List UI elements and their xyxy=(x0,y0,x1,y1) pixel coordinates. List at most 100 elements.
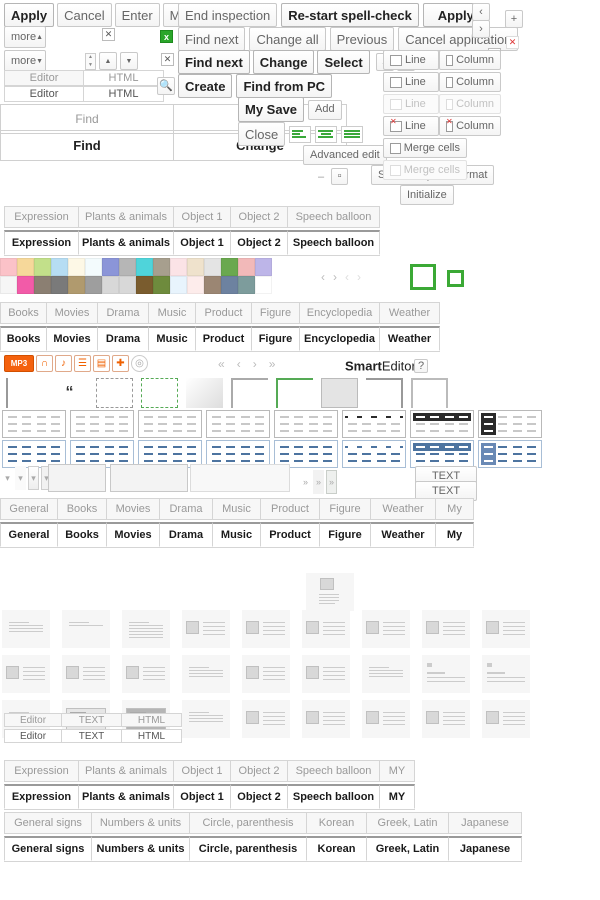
scroll-down-icon-1[interactable]: ▾ xyxy=(5,472,10,483)
layout-template-thumb[interactable] xyxy=(362,700,410,738)
swatch[interactable] xyxy=(221,276,238,294)
note-icon[interactable]: ♪ xyxy=(55,355,72,372)
find-next-button-bold[interactable]: Find next xyxy=(178,50,250,74)
table-style-thumb[interactable] xyxy=(2,440,66,468)
find-tab-inactive[interactable]: Find xyxy=(75,112,99,126)
delete-icon[interactable]: ✕ xyxy=(506,36,519,49)
tab-object-1[interactable]: Object 1 xyxy=(174,206,231,228)
table-style-thumb[interactable] xyxy=(206,440,270,468)
tab-drama-2[interactable]: Drama xyxy=(160,498,213,520)
tab-editor-active[interactable]: Editor xyxy=(4,86,84,102)
headphone-icon[interactable]: ∩ xyxy=(36,355,53,372)
tab-plants-animals[interactable]: Plants & animals xyxy=(79,206,174,228)
preview-pane-1[interactable] xyxy=(48,464,106,492)
layout-template-thumb[interactable] xyxy=(122,655,170,693)
swatch[interactable] xyxy=(136,258,153,276)
tab-my-2[interactable]: MY xyxy=(380,760,415,782)
my-save-button[interactable]: My Save xyxy=(238,97,305,122)
tab-numbers-units[interactable]: Numbers & units xyxy=(92,812,190,834)
frame-corner-green[interactable] xyxy=(276,378,313,408)
table-style-thumb[interactable] xyxy=(70,410,134,438)
selection-box-small[interactable] xyxy=(447,270,464,287)
layout-template-thumb[interactable] xyxy=(422,700,470,738)
layout-template-thumb[interactable] xyxy=(242,700,290,738)
scroll-down-icon-2[interactable]: ▾ xyxy=(15,466,26,490)
previous-button[interactable]: Previous xyxy=(329,27,395,51)
tab-object-1-2-active[interactable]: Object 1 xyxy=(174,784,231,809)
swatch[interactable] xyxy=(238,258,255,276)
tab-books-2-active[interactable]: Books xyxy=(58,522,107,547)
layout-template-thumb[interactable] xyxy=(302,610,350,648)
tab-expression[interactable]: Expression xyxy=(4,206,79,228)
tab-html-inactive[interactable]: HTML xyxy=(84,70,164,86)
add-button[interactable]: Add xyxy=(308,99,342,120)
help-icon[interactable]: ? xyxy=(414,359,428,373)
tab-numbers-units-active[interactable]: Numbers & units xyxy=(92,836,190,861)
list-icon[interactable]: ☰ xyxy=(74,355,91,372)
swatch[interactable] xyxy=(34,276,51,294)
tab-editor-bottom-active[interactable]: Editor xyxy=(4,729,62,743)
table-style-thumb[interactable] xyxy=(478,410,542,438)
tab-books-2[interactable]: Books xyxy=(58,498,107,520)
tab-object-1-2[interactable]: Object 1 xyxy=(174,760,231,782)
find-next-button[interactable]: Find next xyxy=(178,27,246,51)
layout-template-thumb[interactable] xyxy=(122,610,170,648)
paging-prev-icon-2[interactable]: ‹ xyxy=(236,357,241,371)
tab-my-active[interactable]: My xyxy=(436,522,474,547)
tab-movies[interactable]: Movies xyxy=(47,302,98,324)
frame-dashed-green[interactable] xyxy=(141,378,178,408)
mp3-icon[interactable]: MP3 xyxy=(4,355,34,372)
plus-icon[interactable]: ✚ xyxy=(112,355,129,372)
close-small-icon[interactable]: ✕ xyxy=(102,28,115,41)
tab-text-bottom-active[interactable]: TEXT xyxy=(62,729,122,743)
tab-my-2-active[interactable]: MY xyxy=(380,784,415,809)
tab-weather-active[interactable]: Weather xyxy=(380,326,440,351)
frame-filled[interactable] xyxy=(321,378,358,408)
tab-speech-balloon-2[interactable]: Speech balloon xyxy=(288,760,380,782)
search-icon[interactable]: 🔍 xyxy=(157,77,175,95)
tab-product[interactable]: Product xyxy=(196,302,252,324)
nav-next-icon[interactable]: › xyxy=(472,20,490,38)
layout-template-thumb[interactable] xyxy=(302,655,350,693)
layout-template-thumb[interactable] xyxy=(182,700,230,738)
layout-template-thumb[interactable] xyxy=(482,610,530,648)
tab-my[interactable]: My xyxy=(436,498,474,520)
swatch[interactable] xyxy=(51,276,68,294)
swatch-palette[interactable] xyxy=(0,258,283,294)
layout-template-thumb[interactable] xyxy=(182,655,230,693)
tab-drama[interactable]: Drama xyxy=(98,302,149,324)
layout-template-thumb[interactable] xyxy=(2,655,50,693)
restart-spellcheck-button[interactable]: Re-start spell-check xyxy=(281,3,419,27)
layout-template-thumb[interactable] xyxy=(482,655,530,693)
create-button[interactable]: Create xyxy=(178,74,233,98)
advanced-edit-button[interactable]: Advanced edit xyxy=(303,145,387,165)
swatch[interactable] xyxy=(102,276,119,294)
tab-general[interactable]: General xyxy=(0,498,58,520)
cd-icon[interactable]: ◎ xyxy=(131,355,148,372)
nav-prev-icon[interactable]: ‹ xyxy=(472,3,490,21)
tab-weather-2[interactable]: Weather xyxy=(371,498,436,520)
layout-template-thumb[interactable] xyxy=(482,700,530,738)
tab-weather[interactable]: Weather xyxy=(380,302,440,324)
spinner-down-button[interactable]: ▼ xyxy=(120,52,138,70)
swatch[interactable] xyxy=(68,258,85,276)
find-from-pc-button[interactable]: Find from PC xyxy=(236,74,333,98)
tab-html-bottom-active[interactable]: HTML xyxy=(122,729,182,743)
tab-movies-2[interactable]: Movies xyxy=(107,498,160,520)
tab-speech-balloon-2-active[interactable]: Speech balloon xyxy=(288,784,380,809)
frame-gradient[interactable] xyxy=(186,378,223,408)
close-icon[interactable]: ✕ xyxy=(161,53,174,66)
tab-object-2-active[interactable]: Object 2 xyxy=(231,230,288,255)
scroll-last-icon-2[interactable]: » xyxy=(313,470,324,494)
layout-template-thumb[interactable] xyxy=(362,655,410,693)
tab-general-signs[interactable]: General signs xyxy=(4,812,92,834)
align-center-icon[interactable] xyxy=(315,125,338,143)
paging-first-icon[interactable]: « xyxy=(218,357,225,371)
layout-template-thumb[interactable] xyxy=(242,655,290,693)
swatch[interactable] xyxy=(85,258,102,276)
paging-prev-icon[interactable]: ‹ xyxy=(321,270,325,284)
add-icon[interactable]: + xyxy=(505,10,523,28)
tab-greek-latin-active[interactable]: Greek, Latin xyxy=(367,836,449,861)
tab-music-2-active[interactable]: Music xyxy=(213,522,261,547)
table-style-thumb[interactable] xyxy=(70,440,134,468)
